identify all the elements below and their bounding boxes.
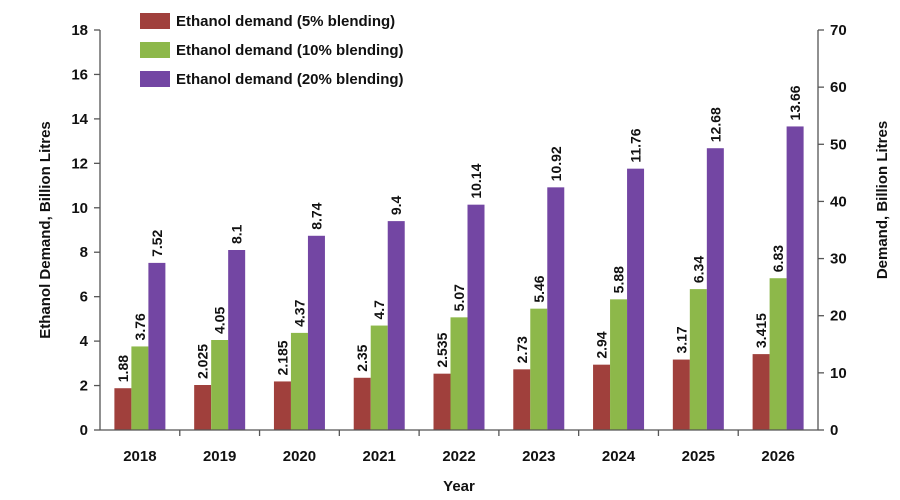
x-tick-label: 2022 — [442, 448, 475, 465]
y-tick-label-left: 6 — [80, 289, 88, 306]
data-label: 5.88 — [611, 266, 627, 293]
data-label: 3.415 — [753, 313, 769, 348]
data-label: 2.025 — [195, 344, 211, 379]
x-tick-label: 2018 — [123, 448, 156, 465]
bar — [131, 346, 149, 430]
bar — [672, 359, 690, 430]
legend-label: Ethanol demand (10% blending) — [176, 42, 404, 59]
legend-label: Ethanol demand (20% blending) — [176, 71, 404, 88]
y-tick-label-left: 8 — [80, 244, 88, 261]
bar — [194, 385, 212, 430]
bar — [547, 187, 565, 430]
x-tick-label: 2021 — [363, 448, 396, 465]
data-label: 4.05 — [212, 307, 228, 334]
bar — [387, 221, 405, 430]
data-label: 12.68 — [707, 107, 723, 142]
data-label: 1.88 — [115, 355, 131, 382]
x-tick-label: 2024 — [602, 448, 636, 465]
bar — [290, 332, 308, 430]
bar — [228, 250, 246, 430]
data-label: 8.74 — [308, 202, 324, 229]
y-tick-label-right: 0 — [830, 422, 838, 439]
data-label: 8.1 — [229, 224, 245, 244]
bar — [786, 126, 804, 430]
y-tick-label-right: 70 — [830, 22, 847, 39]
bar — [370, 325, 388, 430]
bar — [610, 299, 628, 430]
y-tick-label-left: 0 — [80, 422, 88, 439]
y-tick-label-left: 12 — [71, 155, 88, 172]
data-label: 6.34 — [690, 256, 706, 283]
data-label: 2.73 — [514, 336, 530, 363]
data-label: 10.14 — [468, 163, 484, 198]
bar — [307, 235, 325, 430]
data-label: 6.83 — [770, 245, 786, 272]
bar — [433, 373, 451, 430]
bar — [148, 262, 166, 430]
bar — [467, 204, 485, 430]
data-label: 3.76 — [132, 313, 148, 340]
y-tick-label-right: 20 — [830, 308, 847, 325]
bar — [273, 381, 291, 430]
y-tick-label-right: 50 — [830, 136, 847, 153]
x-tick-label: 2025 — [682, 448, 715, 465]
x-tick-label: 2023 — [522, 448, 555, 465]
y-tick-label-left: 18 — [71, 22, 88, 39]
legend-swatch — [140, 71, 170, 87]
y-tick-label-right: 40 — [830, 193, 847, 210]
x-tick-label: 2019 — [203, 448, 236, 465]
legend-swatch — [140, 42, 170, 58]
bar — [769, 278, 787, 430]
axes-group: 0 2 4 6 8 10 12 14 16 18 0 10 20 30 40 50 60 70 2018 2019 20… — [71, 22, 846, 465]
data-label: 2.535 — [434, 332, 450, 367]
data-label: 4.37 — [291, 299, 307, 326]
data-label: 3.17 — [673, 326, 689, 353]
legend-label: Ethanol demand (5% blending) — [176, 13, 395, 30]
data-label: 2.35 — [354, 344, 370, 371]
bar — [530, 308, 548, 430]
bar — [627, 168, 645, 430]
data-label: 11.76 — [628, 128, 644, 162]
bar — [752, 354, 770, 430]
data-label: 5.46 — [531, 275, 547, 302]
y-tick-label-left: 16 — [71, 66, 88, 83]
data-label: 13.66 — [787, 85, 803, 120]
legend: Ethanol demand (5% blending) Ethanol dema… — [140, 13, 404, 88]
x-tick-label: 2020 — [283, 448, 316, 465]
x-tick-label: 2026 — [761, 448, 794, 465]
y-tick-label-left: 10 — [71, 200, 88, 217]
bar — [689, 289, 707, 430]
bar — [706, 148, 724, 430]
data-label: 2.94 — [594, 331, 610, 358]
y-axis-title-right: Demand, Billion Litres — [874, 121, 891, 279]
data-label: 5.07 — [451, 284, 467, 311]
bar — [353, 377, 371, 430]
bar — [211, 340, 229, 430]
y-tick-label-left: 2 — [80, 378, 88, 395]
data-label: 7.52 — [149, 229, 165, 256]
bar — [450, 317, 468, 430]
data-label: 9.4 — [388, 195, 404, 215]
x-axis-title: Year — [443, 478, 475, 495]
y-tick-label-left: 4 — [80, 333, 89, 350]
bar — [114, 388, 132, 430]
y-axis-title-left: Ethanol Demand, Billion Litres — [37, 121, 54, 339]
y-tick-label-right: 60 — [830, 79, 847, 96]
y-tick-label-right: 10 — [830, 365, 847, 382]
y-tick-label-left: 14 — [71, 111, 88, 128]
legend-swatch — [140, 13, 170, 29]
data-label: 2.185 — [274, 340, 290, 375]
data-label: 10.92 — [548, 146, 564, 181]
bars-group — [114, 126, 804, 430]
data-label: 4.7 — [371, 300, 387, 320]
bar — [513, 369, 531, 430]
bar — [593, 364, 611, 430]
y-tick-label-right: 30 — [830, 251, 847, 268]
